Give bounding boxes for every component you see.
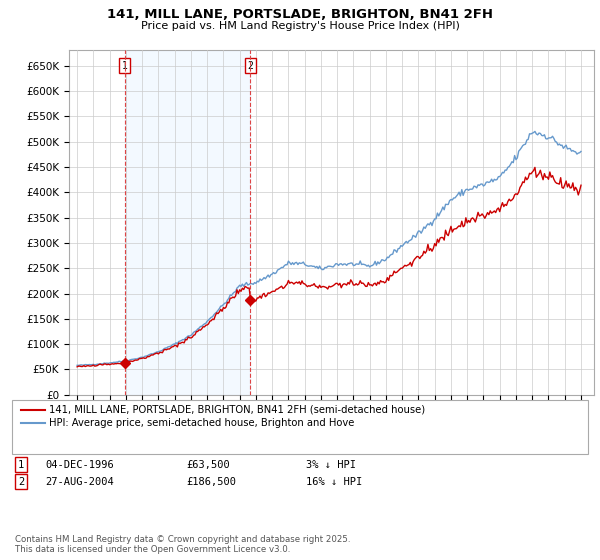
Bar bbox=[125, 50, 250, 395]
Text: 16% ↓ HPI: 16% ↓ HPI bbox=[306, 477, 362, 487]
Text: Price paid vs. HM Land Registry's House Price Index (HPI): Price paid vs. HM Land Registry's House … bbox=[140, 21, 460, 31]
Text: Contains HM Land Registry data © Crown copyright and database right 2025.
This d: Contains HM Land Registry data © Crown c… bbox=[15, 535, 350, 554]
Text: £186,500: £186,500 bbox=[186, 477, 236, 487]
Text: 2: 2 bbox=[18, 477, 24, 487]
Text: 04-DEC-1996: 04-DEC-1996 bbox=[45, 460, 114, 470]
Text: 3% ↓ HPI: 3% ↓ HPI bbox=[306, 460, 356, 470]
Text: 1: 1 bbox=[18, 460, 24, 470]
Text: £63,500: £63,500 bbox=[186, 460, 230, 470]
Text: 141, MILL LANE, PORTSLADE, BRIGHTON, BN41 2FH: 141, MILL LANE, PORTSLADE, BRIGHTON, BN4… bbox=[107, 8, 493, 21]
Text: 2: 2 bbox=[247, 60, 253, 71]
Text: 27-AUG-2004: 27-AUG-2004 bbox=[45, 477, 114, 487]
Text: HPI: Average price, semi-detached house, Brighton and Hove: HPI: Average price, semi-detached house,… bbox=[49, 418, 355, 428]
Text: 1: 1 bbox=[122, 60, 128, 71]
Text: 141, MILL LANE, PORTSLADE, BRIGHTON, BN41 2FH (semi-detached house): 141, MILL LANE, PORTSLADE, BRIGHTON, BN4… bbox=[49, 405, 425, 415]
